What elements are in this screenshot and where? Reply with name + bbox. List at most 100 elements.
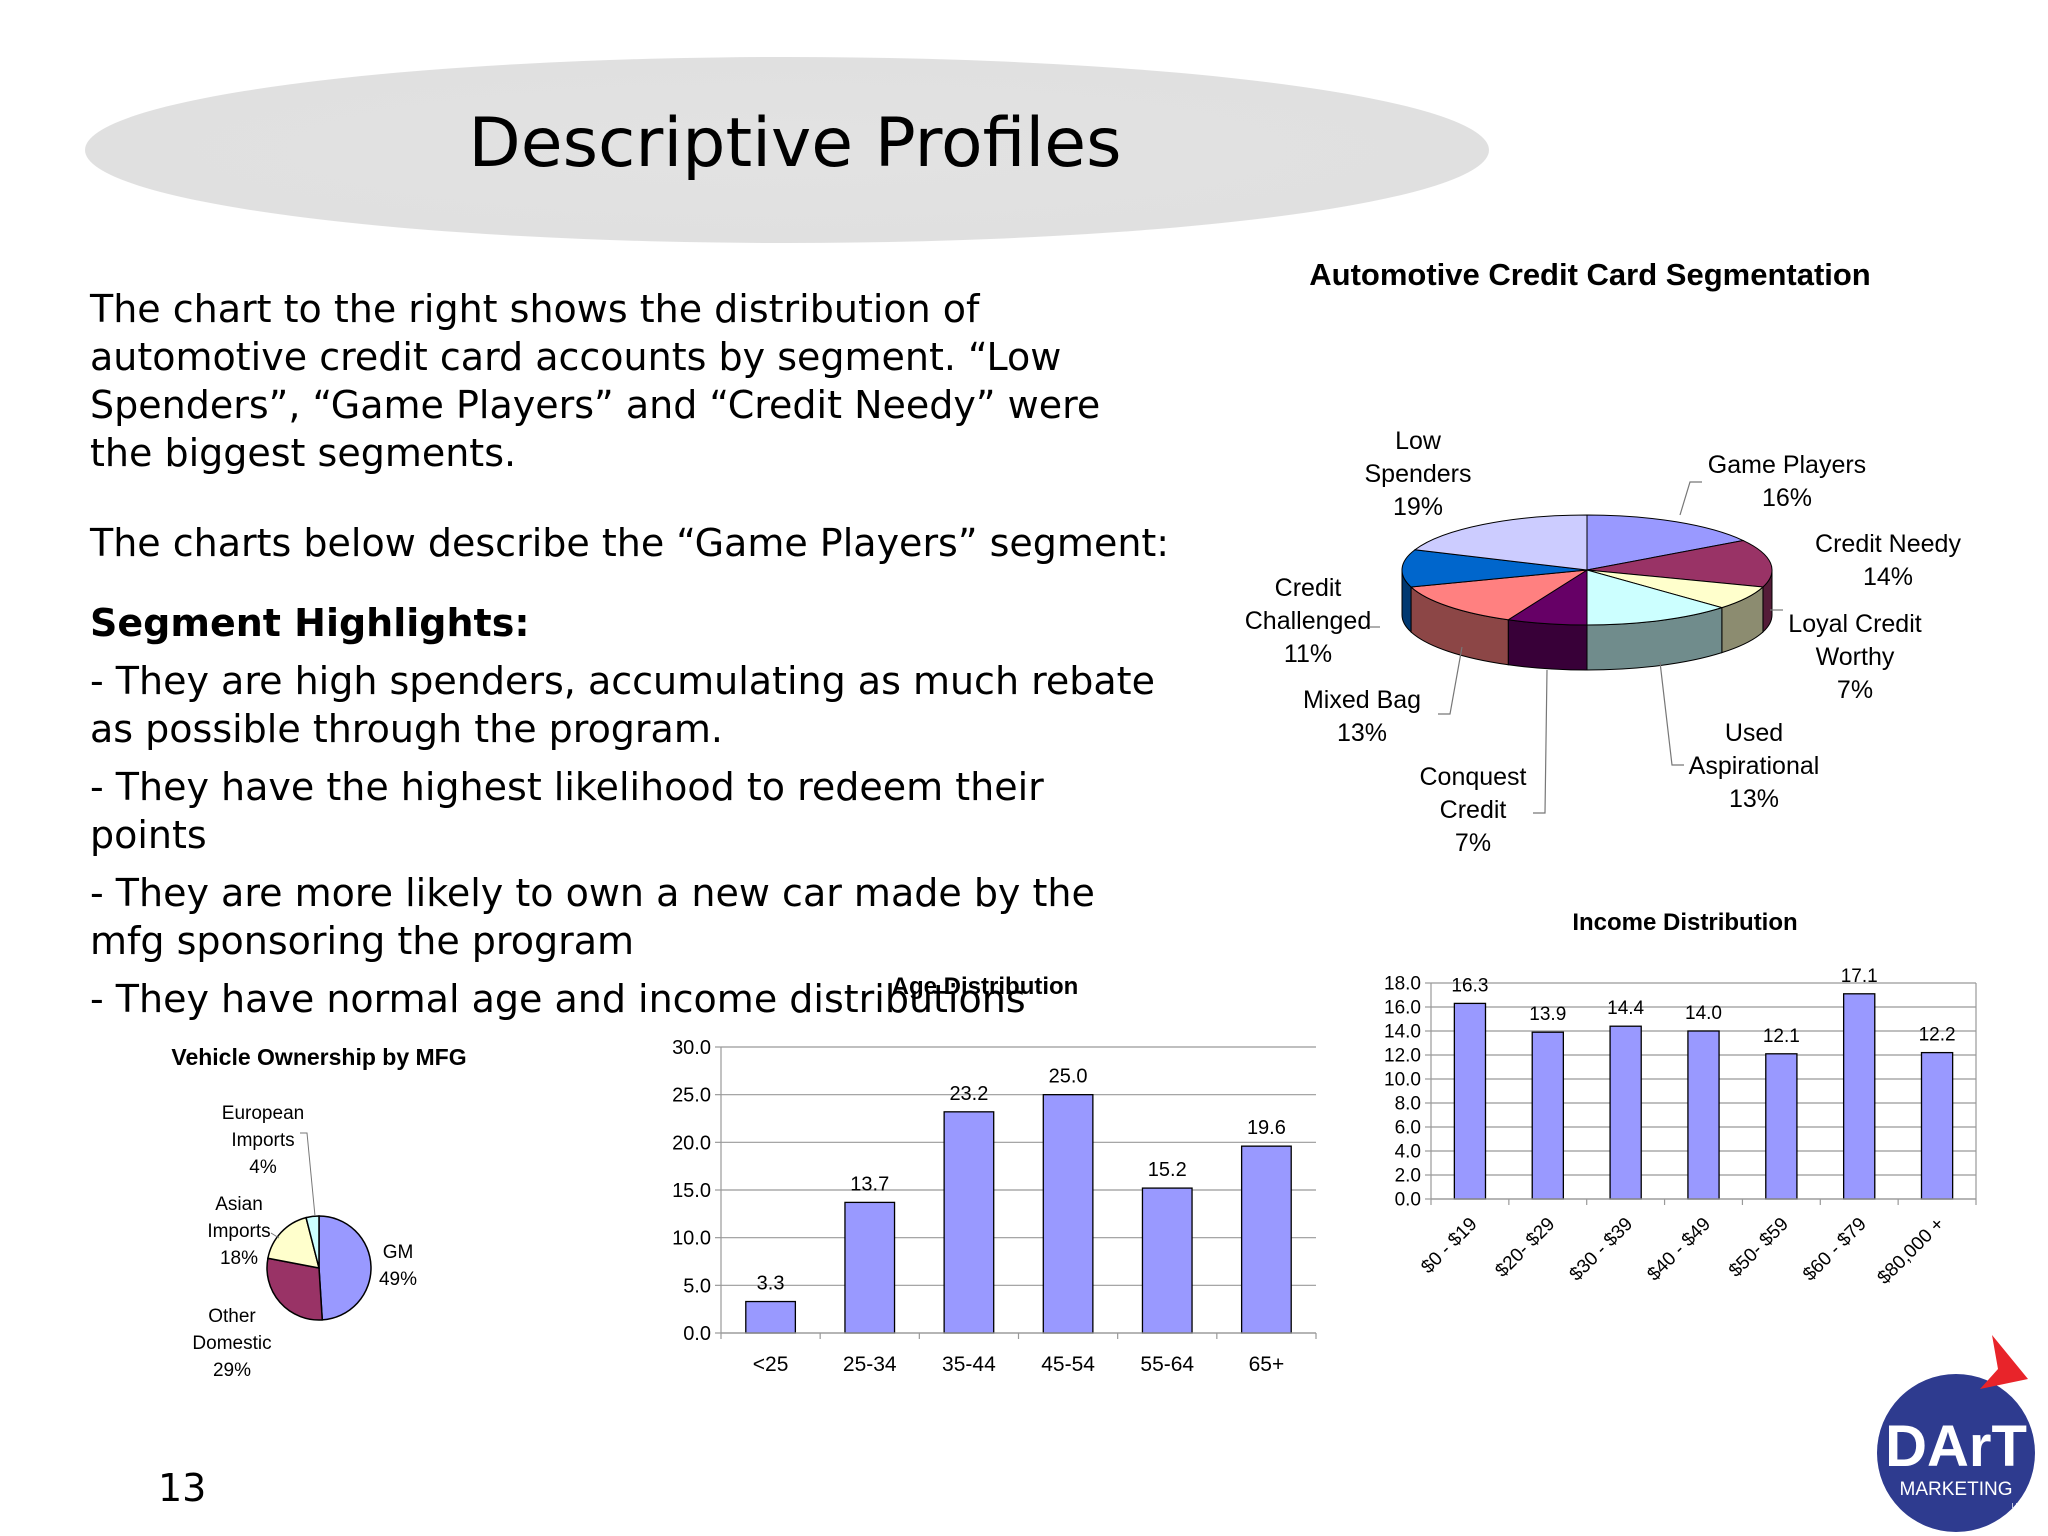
- segment-intro: The charts below describe the “Game Play…: [90, 521, 1170, 565]
- data-label: 25.0: [1049, 1066, 1088, 1088]
- pie-label: Credit Challenged 11%: [1245, 574, 1372, 668]
- vehicle-slices: GM 49% Other Domestic 29% Asian Imports 18% Euro…: [192, 1103, 417, 1381]
- bar: [1141, 1187, 1193, 1334]
- pie-slice: [318, 1215, 372, 1321]
- category-label: $50- $59: [1725, 1214, 1793, 1282]
- bar: [943, 1111, 995, 1334]
- pie-slice: [1586, 540, 1773, 588]
- bar: [1687, 1030, 1720, 1200]
- category-label: 55-64: [1140, 1353, 1194, 1376]
- y-tick-label: 0.0: [1395, 1190, 1421, 1211]
- pie-label: European Imports 4%: [222, 1103, 304, 1178]
- y-tick-label: 25.0: [672, 1085, 711, 1107]
- pie-label: Credit Needy 14%: [1815, 530, 1961, 591]
- pie-label: Asian Imports 18%: [207, 1194, 270, 1269]
- pie-slice: [305, 1215, 320, 1269]
- y-tick-label: 10.0: [672, 1228, 711, 1250]
- pie-label: Loyal Credit Worthy 7%: [1788, 610, 1921, 704]
- pie-label: Game Players 16%: [1708, 451, 1866, 512]
- data-label: 3.3: [757, 1273, 785, 1295]
- bar: [844, 1201, 896, 1334]
- highlight-bullet: - They are more likely to own a new car …: [90, 871, 1095, 963]
- highlight-bullet: - They have the highest likelihood to re…: [90, 765, 1044, 857]
- pie-slice: [1413, 514, 1588, 571]
- data-label: 15.2: [1148, 1159, 1187, 1181]
- intro-paragraph: The chart to the right shows the distrib…: [90, 287, 1101, 475]
- logo-circle: [1877, 1374, 2035, 1532]
- bar: [1765, 1053, 1798, 1200]
- leader-line: [1533, 669, 1548, 814]
- y-tick-label: 8.0: [1395, 1094, 1421, 1115]
- dart-marketing-logo: DArT MARKETING LLC: [1877, 1335, 2035, 1532]
- y-tick-label: 12.0: [1384, 1046, 1421, 1067]
- category-label: 65+: [1249, 1353, 1285, 1376]
- category-label: $30 - $39: [1566, 1214, 1638, 1286]
- segmentation-pie-chart: Automotive Credit Card Segmentation Game…: [1245, 257, 1962, 857]
- page-number: 13: [158, 1466, 207, 1510]
- data-label: 12.2: [1919, 1025, 1956, 1046]
- data-label: 14.4: [1607, 998, 1644, 1019]
- bar: [745, 1300, 797, 1334]
- title-oval: [85, 57, 1489, 243]
- y-tick-label: 4.0: [1395, 1142, 1421, 1163]
- data-label: 13.9: [1529, 1004, 1566, 1025]
- pie-slice: [1586, 569, 1724, 626]
- data-label: 23.2: [949, 1083, 988, 1105]
- leader-line: [270, 1232, 280, 1239]
- data-label: 12.1: [1763, 1026, 1800, 1047]
- bar: [1042, 1094, 1094, 1334]
- bar: [1531, 1031, 1565, 1200]
- chart-title: Vehicle Ownership by MFG: [171, 1044, 466, 1070]
- age-distribution-bar-chart: Age Distribution 0.0 5.0 10.0 15.0 20.0 25.0 3…: [672, 973, 1317, 1376]
- data-label: 13.7: [850, 1173, 889, 1195]
- leader-line: [1659, 661, 1684, 766]
- pie-label: Conquest Credit 7%: [1419, 763, 1526, 857]
- category-label: $20- $29: [1491, 1214, 1559, 1282]
- bar: [1842, 993, 1876, 1200]
- highlight-bullet: - They have normal age and income distri…: [90, 977, 1026, 1021]
- pie-slice: [1409, 569, 1588, 621]
- y-tick-label: 2.0: [1395, 1166, 1421, 1187]
- chart-title: Income Distribution: [1572, 909, 1797, 936]
- category-label: 45-54: [1041, 1353, 1095, 1376]
- bar: [1240, 1145, 1292, 1334]
- category-label: $60 - $79: [1799, 1214, 1871, 1286]
- slide-title: Descriptive Profiles: [468, 104, 1122, 183]
- pie-label: Low Spenders 19%: [1364, 427, 1471, 521]
- y-tick-label: 5.0: [683, 1275, 711, 1297]
- body-text: The chart to the right shows the distrib…: [90, 285, 1170, 1033]
- chart-title: Age Distribution: [892, 973, 1079, 1000]
- y-tick-label: 6.0: [1395, 1118, 1421, 1139]
- income-distribution-bar-chart: Income Distribution 0.0 2.0 4.0 6.0 8.0 10.0 1…: [1384, 909, 1977, 1289]
- pie-label: GM 49%: [379, 1242, 417, 1290]
- y-tick-label: 14.0: [1384, 1022, 1421, 1043]
- pie-label: Other Domestic 29%: [192, 1306, 271, 1381]
- category-label: $40 - $49: [1643, 1214, 1715, 1286]
- category-label: $0 - $19: [1417, 1214, 1481, 1278]
- pie-slice: [267, 1216, 321, 1269]
- data-label: 14.0: [1685, 1003, 1722, 1024]
- category-label: 25-34: [843, 1353, 897, 1376]
- data-label: 16.3: [1451, 975, 1488, 996]
- y-tick-label: 15.0: [672, 1180, 711, 1202]
- y-tick-label: 30.0: [672, 1037, 711, 1059]
- logo-suffix: LLC: [2012, 1503, 2025, 1510]
- pie-slice: [1586, 514, 1745, 571]
- pie-slice: [1401, 549, 1588, 588]
- logo-flag-icon: [1980, 1335, 2028, 1389]
- highlight-bullet: - They are high spenders, accumulating a…: [90, 659, 1155, 751]
- pie-slice: [266, 1257, 324, 1321]
- category-label: 35-44: [942, 1353, 996, 1376]
- y-tick-label: 0.0: [683, 1323, 711, 1345]
- y-tick-label: 20.0: [672, 1132, 711, 1154]
- bar: [1920, 1051, 1954, 1200]
- segmentation-slices: Game Players 16% Credit Needy 14% Loyal Cred…: [1245, 427, 1962, 857]
- chart-title: Automotive Credit Card Segmentation: [1309, 257, 1871, 292]
- logo-subtitle: MARKETING: [1900, 1479, 2013, 1500]
- y-tick-label: 10.0: [1384, 1070, 1421, 1091]
- pie-slice-side: [1507, 619, 1588, 671]
- leader-line: [300, 1132, 316, 1217]
- y-tick-label: 16.0: [1384, 998, 1421, 1019]
- pie-label: Used Aspirational 13%: [1689, 719, 1820, 813]
- highlights-heading: Segment Highlights:: [90, 601, 530, 645]
